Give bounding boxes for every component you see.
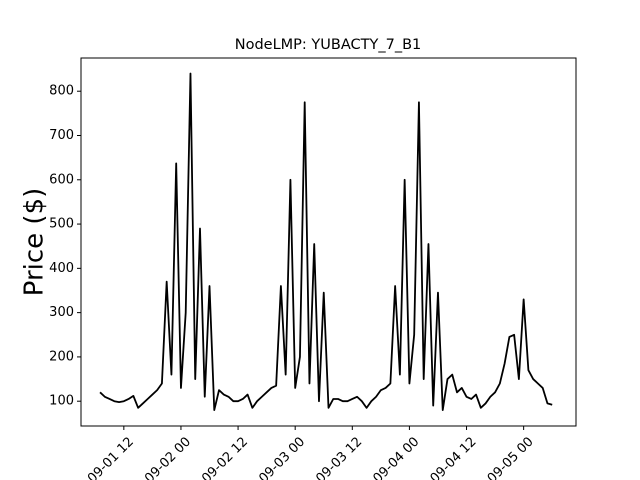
- y-tick-label: 600: [49, 172, 74, 187]
- chart-title: NodeLMP: YUBACTY_7_B1: [235, 37, 422, 53]
- y-tick-label: 800: [49, 84, 74, 99]
- y-tick-label: 200: [49, 349, 74, 364]
- y-axis-label: Price ($): [20, 188, 50, 297]
- x-tick-label: 09-05 00: [485, 434, 537, 480]
- x-tick-label: 09-04 12: [428, 434, 480, 480]
- x-tick-label: 09-02 00: [142, 434, 194, 480]
- y-tick-label: 300: [49, 305, 74, 320]
- y-tick-label: 500: [49, 217, 74, 232]
- y-tick-label: 100: [49, 394, 74, 409]
- x-tick-label: 09-01 12: [85, 434, 137, 480]
- y-tick-label: 700: [49, 128, 74, 143]
- x-tick-label: 09-03 00: [256, 434, 308, 480]
- price-line: [99, 72, 553, 411]
- y-tick-label: 400: [49, 261, 74, 276]
- x-tick-label: 09-04 00: [371, 434, 423, 480]
- plot-frame: [80, 57, 577, 427]
- x-tick-label: 09-03 12: [313, 434, 365, 480]
- x-tick-label: 09-02 12: [199, 434, 251, 480]
